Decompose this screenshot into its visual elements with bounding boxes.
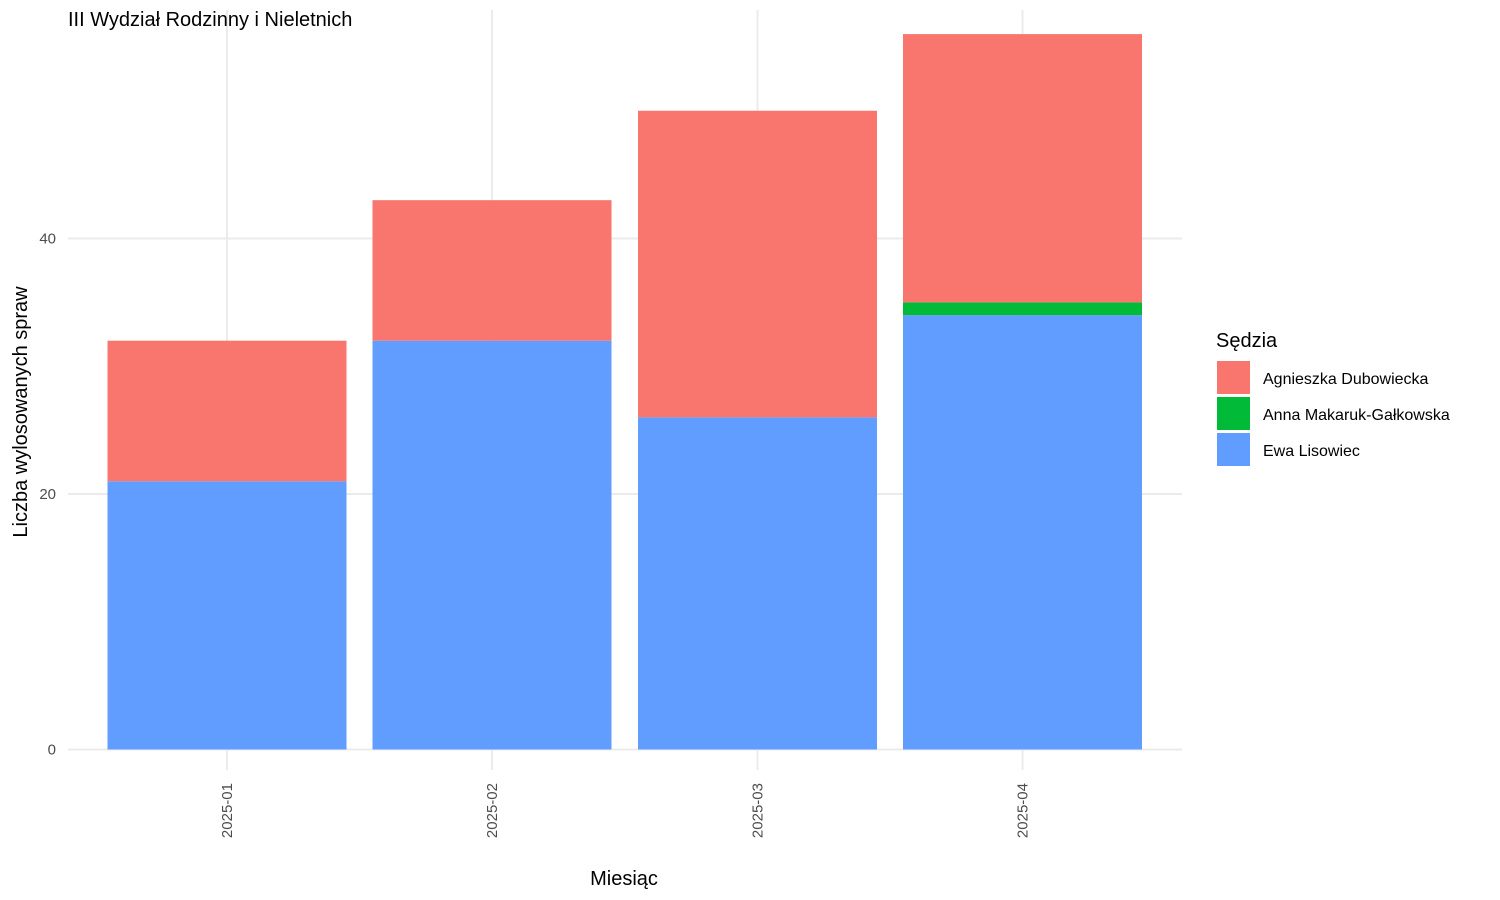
bar-2025-01-agnieszka-dubowiecka: [107, 340, 347, 482]
bar-2025-01-ewa-lisowiec: [107, 481, 347, 750]
legend-swatch-anna-makaruk-galkowska: [1217, 397, 1250, 430]
x-tick-label: 2025-04: [1015, 783, 1032, 838]
bar-2025-03-agnieszka-dubowiecka: [638, 110, 877, 418]
bar-2025-02-ewa-lisowiec: [372, 340, 612, 750]
legend-label-anna-makaruk-galkowska: Anna Makaruk-Gałkowska: [1263, 407, 1450, 424]
x-axis-title: Miesiąc: [590, 868, 658, 890]
y-tick-label: 20: [39, 486, 56, 503]
bar-2025-02-agnieszka-dubowiecka: [372, 200, 612, 341]
bar-2025-04-agnieszka-dubowiecka: [903, 34, 1142, 303]
bars: [107, 34, 1142, 750]
x-tick-label: 2025-03: [750, 783, 767, 838]
y-tick-label: 40: [39, 231, 56, 248]
y-axis-title: Liczba wylosowanych spraw: [10, 286, 32, 538]
legend-swatch-ewa-lisowiec: [1217, 433, 1250, 466]
x-tick-label: 2025-02: [484, 783, 501, 838]
legend-title: Sędzia: [1216, 330, 1278, 352]
y-axis-ticks: 0 20 40: [39, 231, 56, 759]
legend: Sędzia Agnieszka Dubowiecka Anna Makaruk-…: [1216, 330, 1450, 466]
bar-2025-04-ewa-lisowiec: [903, 315, 1142, 750]
x-axis-ticks: 2025-01 2025-02 2025-03 2025-04: [219, 783, 1032, 838]
chart-title: III Wydział Rodzinny i Nieletnich: [68, 9, 352, 31]
bar-2025-03-ewa-lisowiec: [638, 417, 877, 750]
legend-swatch-agnieszka-dubowiecka: [1217, 361, 1250, 394]
legend-label-ewa-lisowiec: Ewa Lisowiec: [1263, 443, 1360, 460]
y-tick-label: 0: [48, 742, 56, 759]
x-tick-label: 2025-01: [219, 783, 236, 838]
legend-label-agnieszka-dubowiecka: Agnieszka Dubowiecka: [1263, 371, 1429, 388]
bar-2025-04-anna-makaruk-galkowska: [903, 302, 1142, 316]
